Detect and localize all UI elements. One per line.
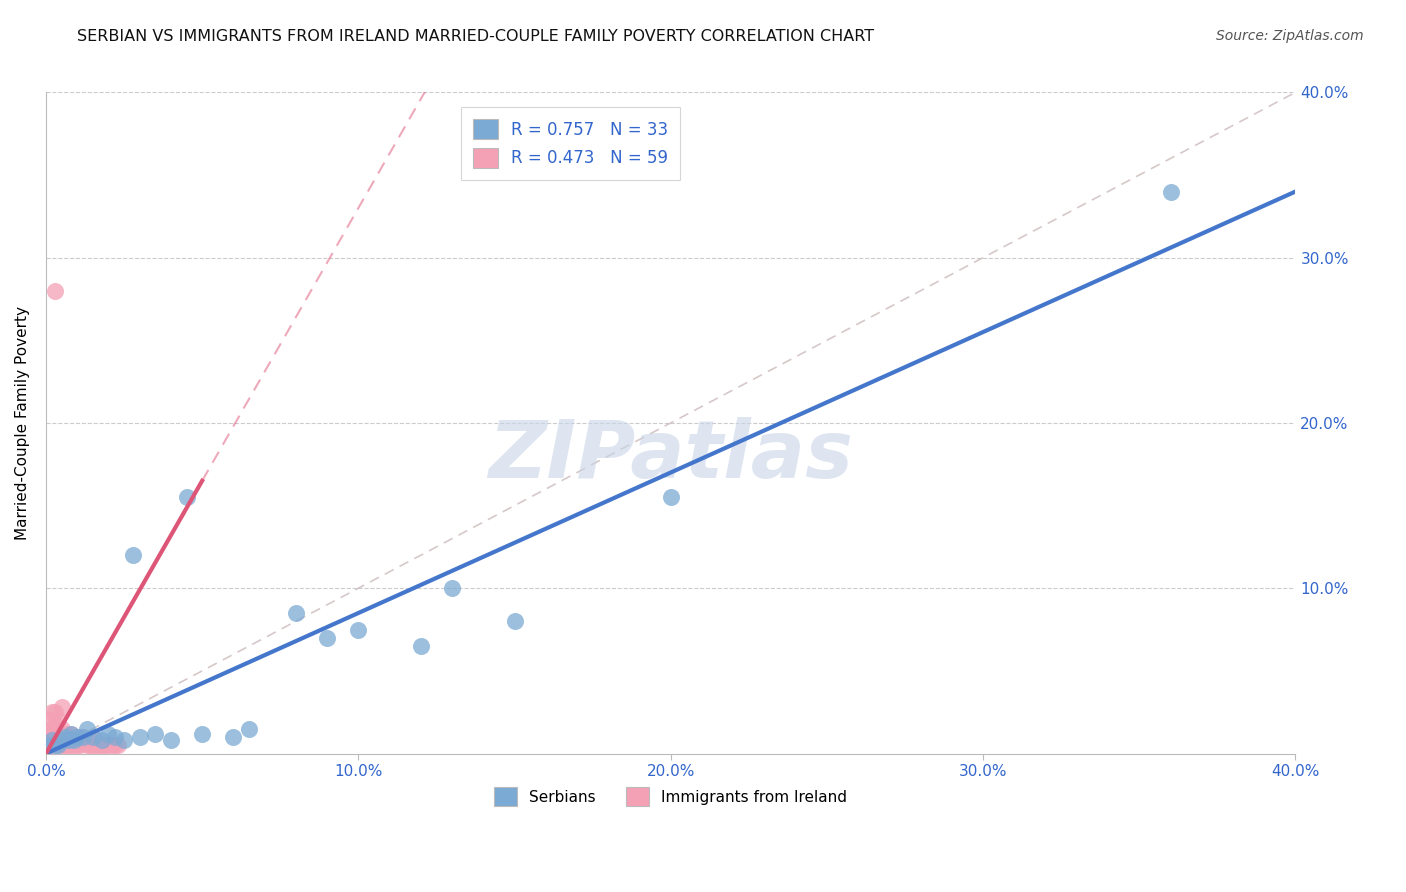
Point [63,733,86,747]
Point [97,738,120,752]
Point [84,738,107,752]
Point [87,738,110,752]
Point [91,733,114,747]
Point [41,733,63,747]
Point [48,727,70,741]
Point [160,733,183,747]
Point [100,738,122,752]
Point [44,716,66,731]
Point [51,730,73,744]
Point [82,730,104,744]
Point [91,738,114,752]
Point [441,581,464,595]
Point [128,730,150,744]
Point [94,738,117,752]
Point [176,491,198,505]
Point [122,548,145,562]
Point [79,738,101,752]
Point [48,714,70,728]
Point [316,631,339,645]
Point [76,722,98,736]
Point [143,727,166,741]
Point [53,730,76,744]
Point [53,733,76,747]
Point [41,730,63,744]
Point [659,491,682,505]
Point [1160,185,1182,199]
Point [56,730,79,744]
Point [44,722,66,736]
Point [38,738,60,752]
Point [59,727,82,741]
Point [44,705,66,719]
Point [51,700,73,714]
Point [503,615,526,629]
Point [59,738,82,752]
Point [41,722,63,736]
Point [44,738,66,752]
Point [76,733,98,747]
Point [66,733,89,747]
Point [79,733,101,747]
Point [63,738,86,752]
Point [63,733,86,747]
Point [48,738,70,752]
Point [59,727,82,741]
Point [76,738,98,752]
Legend: Serbians, Immigrants from Ireland: Serbians, Immigrants from Ireland [488,781,853,812]
Point [104,738,127,752]
Point [38,714,60,728]
Point [72,730,94,744]
Point [41,733,63,747]
Point [51,733,73,747]
Point [104,730,127,744]
Point [53,730,76,744]
Point [66,738,89,752]
Point [107,738,129,752]
Point [191,727,214,741]
Point [82,738,104,752]
Point [53,738,76,752]
Point [41,705,63,719]
Point [48,738,70,752]
Point [38,727,60,741]
Point [38,733,60,747]
Point [409,639,432,653]
Point [53,727,76,741]
Point [51,738,73,752]
Point [59,733,82,747]
Point [238,722,260,736]
Point [44,738,66,752]
Point [44,733,66,747]
Point [66,730,89,744]
Point [66,730,89,744]
Text: ZIPatlas: ZIPatlas [488,417,853,495]
Point [56,733,79,747]
Point [284,606,307,620]
Point [38,738,60,752]
Point [41,738,63,752]
Point [44,730,66,744]
Y-axis label: Married-Couple Family Poverty: Married-Couple Family Poverty [15,306,30,540]
Point [347,623,370,637]
Point [56,733,79,747]
Point [72,730,94,744]
Point [84,733,107,747]
Text: SERBIAN VS IMMIGRANTS FROM IRELAND MARRIED-COUPLE FAMILY POVERTY CORRELATION CHA: SERBIAN VS IMMIGRANTS FROM IRELAND MARRI… [77,29,875,44]
Text: Source: ZipAtlas.com: Source: ZipAtlas.com [1216,29,1364,43]
Point [72,733,94,747]
Point [222,730,245,744]
Point [69,733,91,747]
Point [69,738,91,752]
Point [51,733,73,747]
Point [48,730,70,744]
Point [44,284,66,298]
Point [56,738,79,752]
Point [97,727,120,741]
Point [112,733,135,747]
Point [48,733,70,747]
Point [51,722,73,736]
